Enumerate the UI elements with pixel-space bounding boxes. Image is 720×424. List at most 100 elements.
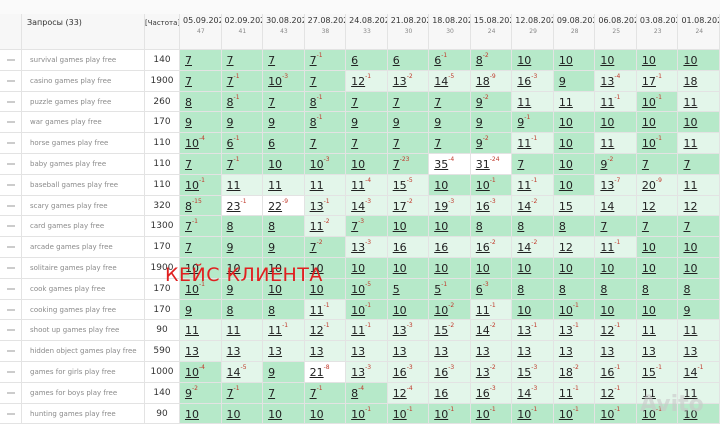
position-cell[interactable]: 11-1 [595, 91, 637, 112]
position-cell[interactable]: 10 [429, 174, 471, 195]
position-cell[interactable]: 14-2 [470, 320, 513, 341]
row-toggle[interactable] [0, 299, 22, 320]
position-cell[interactable]: 9-1 [512, 112, 554, 133]
date-header[interactable]: 02.09.2020 41 [222, 14, 264, 49]
position-cell[interactable]: 17-1 [636, 70, 679, 91]
position-cell[interactable]: 8 [595, 278, 637, 299]
position-cell[interactable]: 16 [387, 237, 430, 257]
position-cell[interactable]: 16-1 [595, 362, 637, 382]
date-header[interactable]: 06.08.2020 25 [595, 14, 637, 49]
row-toggle[interactable] [0, 50, 22, 70]
position-cell[interactable]: 7-3 [346, 216, 388, 237]
position-cell[interactable]: 11-1 [595, 237, 637, 257]
position-cell[interactable]: 15-5 [387, 174, 430, 195]
position-cell[interactable]: 10 [304, 278, 347, 299]
position-cell[interactable]: 10-1 [346, 403, 388, 424]
position-cell[interactable]: 7-1 [221, 382, 264, 403]
position-cell[interactable]: 13-7 [595, 174, 637, 195]
position-cell[interactable]: 7 [263, 382, 305, 403]
position-cell[interactable]: 7 [429, 133, 471, 153]
position-cell[interactable]: 16-3 [512, 70, 554, 91]
position-cell[interactable]: 17-2 [387, 195, 430, 216]
position-cell[interactable]: 10 [553, 112, 596, 133]
position-cell[interactable]: 7 [387, 133, 430, 153]
position-cell[interactable]: 7 [678, 216, 720, 237]
row-toggle[interactable] [0, 112, 22, 133]
position-cell[interactable]: 10 [553, 133, 596, 153]
position-cell[interactable]: 10 [346, 154, 388, 174]
position-cell[interactable]: 8 [553, 278, 596, 299]
position-cell[interactable]: 8 [221, 299, 264, 320]
position-cell[interactable]: 19-3 [429, 195, 471, 216]
position-cell[interactable]: 6-1 [429, 50, 471, 70]
row-toggle[interactable] [0, 70, 22, 91]
position-cell[interactable]: 10-1 [387, 403, 430, 424]
position-cell[interactable]: 8 [263, 216, 305, 237]
position-cell[interactable]: 7 [512, 154, 554, 174]
position-cell[interactable]: 11 [595, 133, 637, 153]
position-cell[interactable]: 14-1 [678, 362, 720, 382]
position-cell[interactable]: 10-3 [263, 70, 305, 91]
position-cell[interactable]: 14-5 [429, 70, 471, 91]
position-cell[interactable]: 16-3 [470, 195, 513, 216]
position-cell[interactable]: 13 [553, 341, 596, 361]
position-cell[interactable]: 13 [180, 341, 222, 361]
position-cell[interactable]: 10-1 [180, 174, 222, 195]
position-cell[interactable]: 16-3 [470, 382, 513, 403]
position-cell[interactable]: 10-1 [429, 403, 471, 424]
position-cell[interactable]: 9 [263, 237, 305, 257]
position-cell[interactable]: 8 [512, 278, 554, 299]
position-cell[interactable]: 10 [553, 50, 596, 70]
position-cell[interactable]: 11 [678, 91, 720, 112]
position-cell[interactable]: 10 [636, 299, 679, 320]
position-cell[interactable]: 11-1 [304, 299, 347, 320]
date-header[interactable]: 15.08.2020 24 [471, 14, 513, 49]
position-cell[interactable]: 12 [553, 237, 596, 257]
position-cell[interactable]: 10 [512, 50, 554, 70]
position-cell[interactable]: 10-5 [346, 278, 388, 299]
position-cell[interactable]: 8 [636, 278, 679, 299]
position-cell[interactable]: 10 [512, 299, 554, 320]
position-cell[interactable]: 9-2 [470, 91, 513, 112]
position-cell[interactable]: 10-1 [470, 403, 513, 424]
position-cell[interactable]: 10 [470, 258, 513, 278]
position-cell[interactable]: 23-1 [221, 195, 264, 216]
position-cell[interactable]: 8-4 [346, 382, 388, 403]
position-cell[interactable]: 31-24 [470, 154, 513, 174]
position-cell[interactable]: 11 [678, 320, 720, 341]
position-cell[interactable]: 7 [346, 91, 388, 112]
date-header[interactable]: 05.09.2020 47 [180, 14, 222, 49]
position-cell[interactable]: 13-2 [387, 70, 430, 91]
position-cell[interactable]: 9 [180, 112, 222, 133]
position-cell[interactable]: 6 [263, 133, 305, 153]
position-cell[interactable]: 7 [636, 216, 679, 237]
row-toggle[interactable] [0, 195, 22, 216]
position-cell[interactable]: 9-2 [595, 154, 637, 174]
position-cell[interactable]: 6-1 [221, 133, 264, 153]
position-cell[interactable]: 10 [221, 403, 264, 424]
position-cell[interactable]: 10-3 [304, 154, 347, 174]
position-cell[interactable]: 22-9 [263, 195, 305, 216]
position-cell[interactable]: 11-4 [346, 174, 388, 195]
position-cell[interactable]: 12-4 [387, 382, 430, 403]
position-cell[interactable]: 10 [304, 258, 347, 278]
position-cell[interactable]: 10 [304, 403, 347, 424]
position-cell[interactable]: 12 [678, 195, 720, 216]
date-header[interactable]: 09.08.2020 28 [554, 14, 596, 49]
position-cell[interactable]: 7 [304, 133, 347, 153]
date-header[interactable]: 27.08.2020 38 [305, 14, 347, 49]
position-cell[interactable]: 10 [180, 258, 222, 278]
position-cell[interactable]: 8-2 [470, 50, 513, 70]
position-cell[interactable]: 11 [304, 174, 347, 195]
position-cell[interactable]: 14-2 [512, 195, 554, 216]
position-cell[interactable]: 7 [678, 154, 720, 174]
position-cell[interactable]: 10 [678, 112, 720, 133]
position-cell[interactable]: 10 [387, 258, 430, 278]
position-cell[interactable]: 13-1 [304, 195, 347, 216]
position-cell[interactable]: 16 [429, 237, 471, 257]
position-cell[interactable]: 9 [180, 299, 222, 320]
date-header[interactable]: 24.08.2020 33 [346, 14, 388, 49]
position-cell[interactable]: 10 [512, 258, 554, 278]
position-cell[interactable]: 10 [180, 403, 222, 424]
position-cell[interactable]: 9 [263, 112, 305, 133]
